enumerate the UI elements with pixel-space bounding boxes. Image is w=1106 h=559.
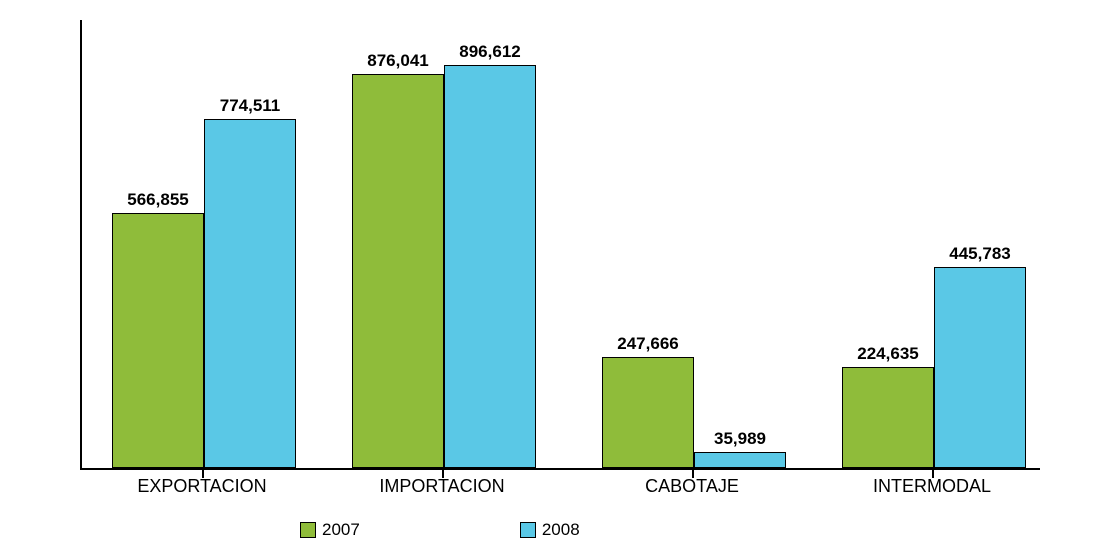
bar-group: 224,635445,783: [842, 267, 1026, 468]
x-tick-mark: [692, 470, 694, 478]
bar-value-label: 876,041: [367, 51, 428, 71]
x-category-label: IMPORTACION: [379, 476, 504, 497]
bar: 774,511: [204, 119, 296, 468]
legend-label: 2008: [542, 520, 580, 540]
bar-group: 566,855774,511: [112, 119, 296, 468]
legend-item: 2008: [520, 520, 580, 540]
plot-area: 566,855774,511876,041896,612247,66635,98…: [80, 20, 1040, 470]
bar: 896,612: [444, 65, 536, 468]
bar: 224,635: [842, 367, 934, 468]
legend: 2007 2008: [300, 520, 580, 540]
bar-value-label: 224,635: [857, 344, 918, 364]
bar: 35,989: [694, 452, 786, 468]
legend-item: 2007: [300, 520, 360, 540]
x-category-label: CABOTAJE: [645, 476, 739, 497]
bar-value-label: 445,783: [949, 244, 1010, 264]
bar: 445,783: [934, 267, 1026, 468]
bar-value-label: 566,855: [127, 190, 188, 210]
x-category-label: EXPORTACION: [137, 476, 266, 497]
bar: 566,855: [112, 213, 204, 468]
chart-container: 566,855774,511876,041896,612247,66635,98…: [80, 20, 1070, 470]
bar-value-label: 35,989: [714, 429, 766, 449]
bar-value-label: 247,666: [617, 334, 678, 354]
legend-swatch: [300, 522, 316, 538]
bar: 247,666: [602, 357, 694, 468]
x-category-label: INTERMODAL: [873, 476, 991, 497]
bar-group: 247,66635,989: [602, 357, 786, 468]
bar: 876,041: [352, 74, 444, 468]
legend-label: 2007: [322, 520, 360, 540]
x-tick-mark: [202, 470, 204, 478]
bar-value-label: 774,511: [220, 96, 281, 116]
bar-group: 876,041896,612: [352, 65, 536, 468]
x-tick-mark: [932, 470, 934, 478]
x-tick-mark: [442, 470, 444, 478]
bar-value-label: 896,612: [459, 42, 520, 62]
legend-swatch: [520, 522, 536, 538]
